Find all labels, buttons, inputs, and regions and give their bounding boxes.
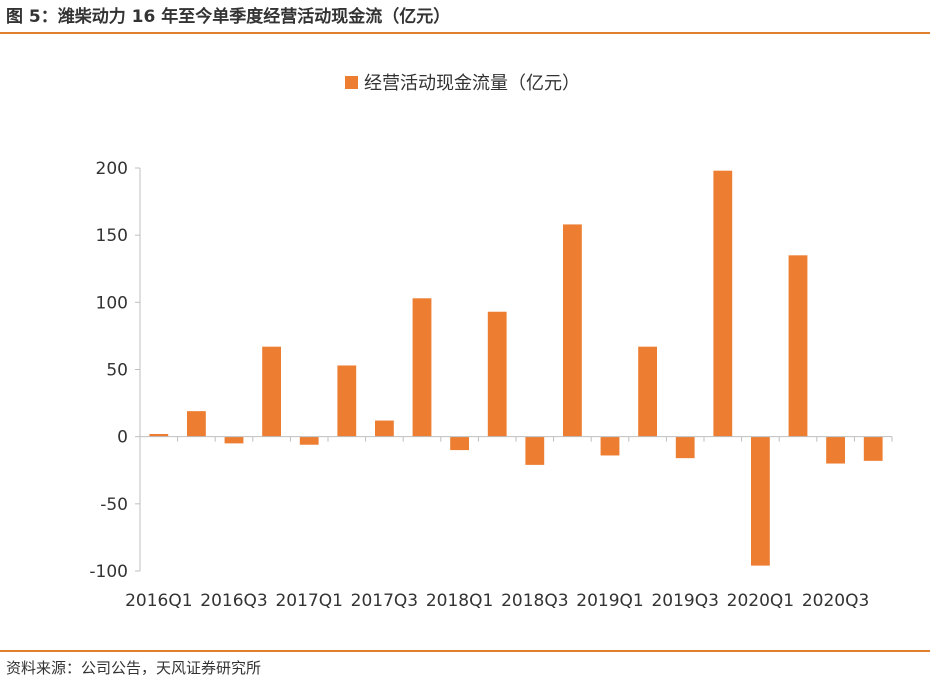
- x-tick-label: 2017Q3: [351, 591, 418, 611]
- y-tick-label: 50: [106, 361, 128, 381]
- x-tick-label: 2019Q1: [576, 591, 643, 611]
- source-note: 资料来源：公司公告，天风证券研究所: [6, 659, 262, 677]
- legend: 经营活动现金流量（亿元）: [345, 73, 580, 94]
- y-tick-label: 100: [96, 293, 128, 313]
- x-tick-label: 2020Q3: [802, 591, 869, 611]
- legend-label: 经营活动现金流量（亿元）: [364, 73, 580, 94]
- bar-2016Q2: [187, 411, 206, 437]
- x-tick-label: 2020Q1: [727, 591, 794, 611]
- bar-2019Q3: [675, 436, 695, 459]
- x-tick-label: 2017Q1: [275, 591, 342, 611]
- bars: [149, 170, 883, 566]
- y-tick-label: 150: [96, 226, 128, 246]
- bar-2018Q3: [525, 436, 545, 465]
- x-tick-label: 2016Q3: [200, 591, 267, 611]
- y-tick-label: 200: [96, 159, 128, 179]
- x-tick-label: 2019Q3: [651, 591, 718, 611]
- bar-2017Q4: [412, 298, 432, 437]
- y-tick-label: 0: [117, 428, 128, 448]
- y-tick-label: -100: [89, 562, 128, 582]
- bar-2020Q1: [751, 436, 770, 566]
- x-tick-label: 2018Q1: [426, 591, 493, 611]
- bar-2016Q1: [149, 433, 169, 437]
- y-tick-label: -50: [100, 495, 128, 515]
- bar-2019Q1: [600, 436, 620, 456]
- bar-2020Q4: [863, 436, 883, 461]
- bar-2019Q2: [638, 346, 657, 437]
- bottom-rule: [0, 650, 930, 652]
- top-rule: [0, 32, 930, 34]
- bar-2017Q3: [375, 420, 394, 437]
- bar-2020Q3: [826, 436, 845, 464]
- figure-title: 图 5：潍柴动力 16 年至今单季度经营活动现金流（亿元）: [6, 7, 451, 27]
- x-tick-label: 2016Q1: [125, 591, 192, 611]
- y-axis: 200 150 100 50 0 -50 -100: [89, 159, 141, 582]
- x-axis: 2016Q1 2016Q3 2017Q1 2017Q3 2018Q1 2018Q3 2019…: [125, 436, 893, 611]
- legend-swatch: [345, 76, 358, 89]
- bar-2018Q2: [487, 311, 507, 437]
- bar-2018Q4: [563, 224, 582, 437]
- x-tick-label: 2018Q3: [501, 591, 568, 611]
- bar-2017Q1: [299, 436, 319, 445]
- bar-2016Q4: [262, 346, 281, 437]
- bar-2020Q2: [788, 255, 808, 437]
- bar-2016Q3: [224, 436, 244, 444]
- bar-2019Q4: [713, 170, 733, 437]
- bar-2018Q1: [450, 436, 469, 451]
- bar-2017Q2: [337, 365, 357, 437]
